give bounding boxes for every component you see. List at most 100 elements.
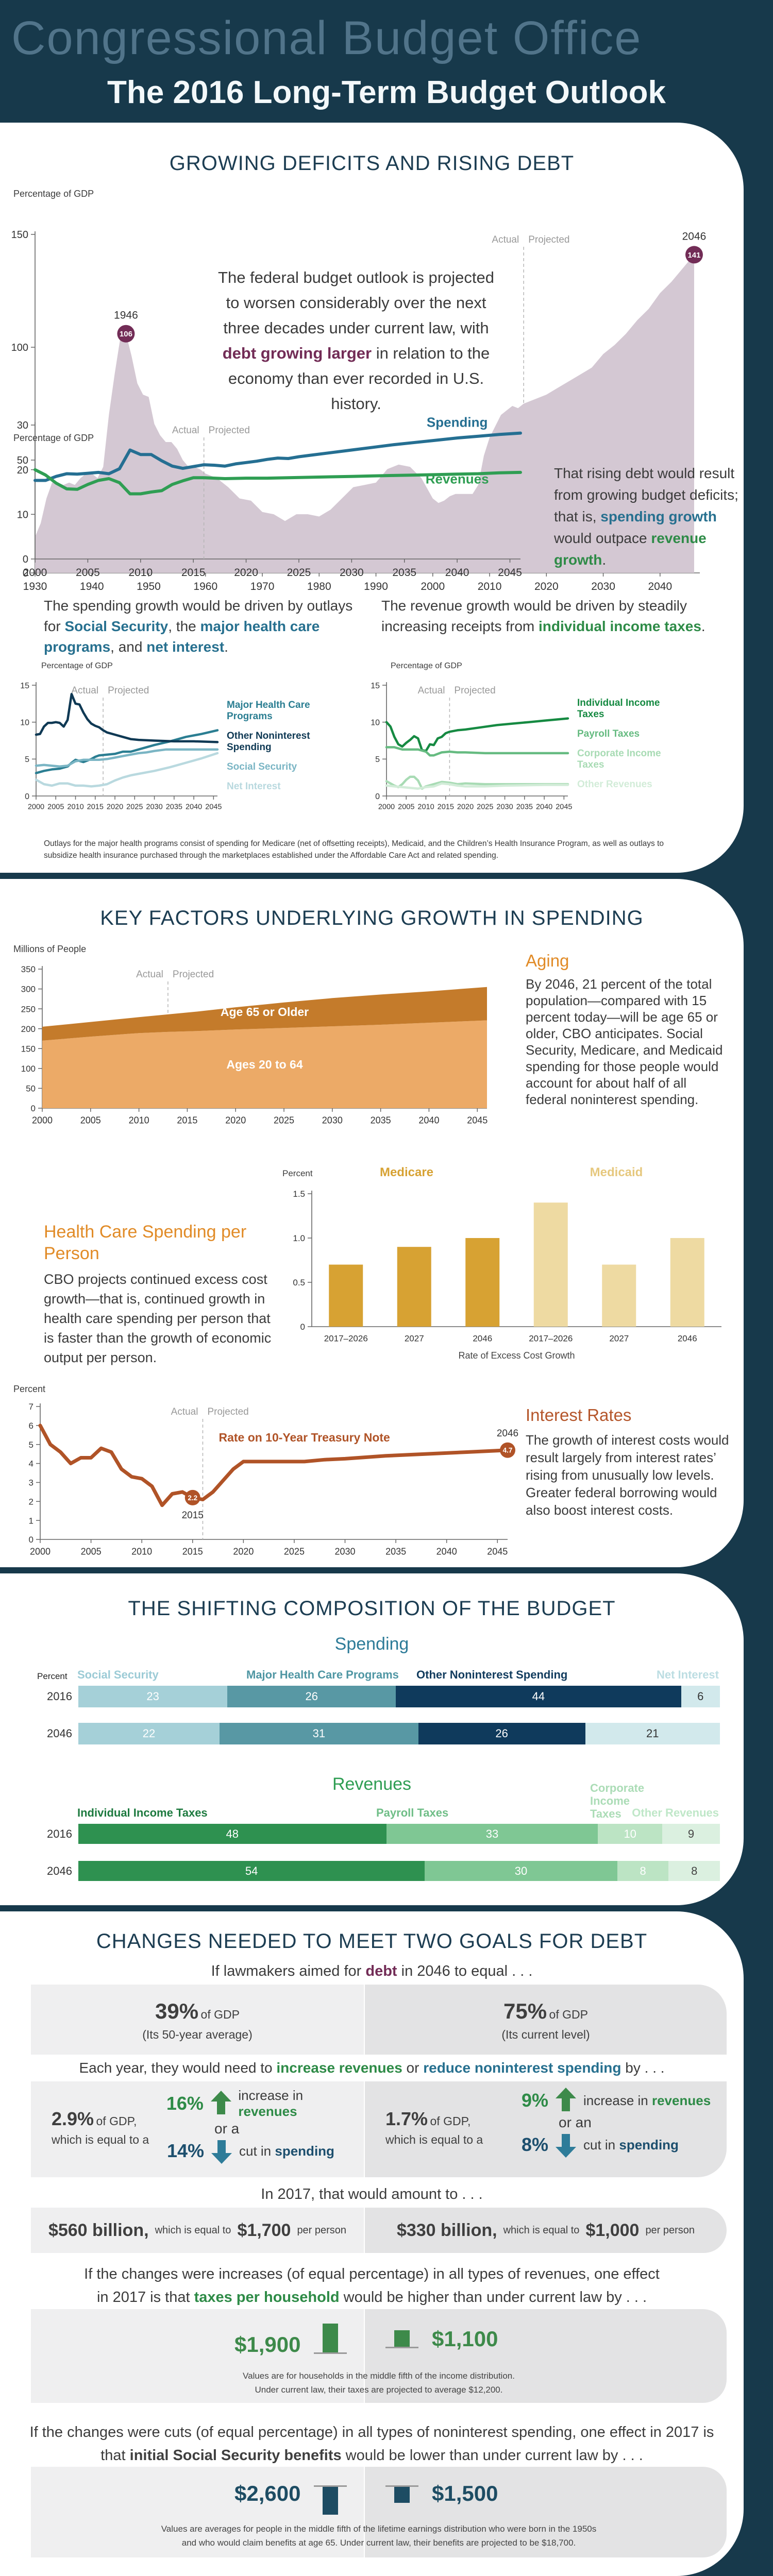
svg-text:0: 0 (23, 568, 28, 579)
svg-text:1940: 1940 (80, 581, 104, 592)
opt-b-or: or an (559, 2114, 592, 2130)
aging-heading: Aging (526, 951, 569, 970)
svg-text:1: 1 (29, 1516, 33, 1526)
hdr-payroll: Payroll Taxes (376, 1806, 449, 1819)
svg-text:2035: 2035 (516, 803, 533, 811)
svg-text:2005: 2005 (81, 1547, 102, 1557)
section-growing-deficits: GROWING DEFICITS AND RISING DEBT Percent… (0, 123, 744, 873)
svg-text:2025: 2025 (287, 567, 311, 579)
svg-text:2020: 2020 (534, 581, 559, 592)
svg-text:2015: 2015 (177, 1115, 197, 1126)
svg-text:2030: 2030 (334, 1547, 355, 1557)
svg-text:2017–2026: 2017–2026 (324, 1334, 368, 1344)
svg-text:2045: 2045 (498, 567, 522, 579)
svg-text:2010: 2010 (131, 1547, 152, 1557)
excess-chart-ylabel: Percent (282, 1168, 313, 1178)
health-programs-footnote: Outlays for the major health programs co… (44, 839, 664, 860)
opt-b-increase: 9% increase in revenues (509, 2088, 711, 2113)
svg-text:2000: 2000 (421, 581, 445, 592)
bar-segment: 10 (598, 1824, 662, 1844)
bar-baseline (385, 2347, 418, 2348)
svg-text:0: 0 (25, 792, 29, 801)
treasury-rate-chart: 0 1 2 3 4 5 6 7 2000 2005 2010 2015 2020 2025 2030 2035… (29, 1402, 519, 1557)
spending-mix-percent-label: Percent (37, 1671, 68, 1681)
svg-text:2030: 2030 (496, 803, 513, 811)
svg-text:2: 2 (29, 1497, 33, 1506)
bar-segment: 23 (78, 1686, 228, 1707)
svg-text:1980: 1980 (307, 581, 331, 592)
svg-text:2040: 2040 (436, 1547, 457, 1557)
svg-text:2000: 2000 (28, 803, 44, 811)
hdr-net-interest: Net Interest (656, 1668, 719, 1681)
benefit-bar-large (323, 2487, 339, 2515)
svg-text:350: 350 (21, 964, 36, 974)
bar-segment: 9 (662, 1824, 720, 1844)
svg-text:50: 50 (17, 455, 28, 466)
svg-text:4: 4 (29, 1459, 33, 1469)
up-arrow-icon (556, 2088, 576, 2113)
hdr-corporate: Corporate Income Taxes (590, 1782, 645, 1820)
svg-text:2040: 2040 (536, 803, 552, 811)
svg-text:0: 0 (23, 554, 28, 565)
svg-text:2010: 2010 (417, 803, 434, 811)
svg-text:5: 5 (375, 755, 380, 764)
svg-text:1930: 1930 (23, 581, 47, 592)
taxes-intro-line2: in 2017 is that taxes per household woul… (96, 2289, 647, 2306)
bar-segment: 33 (386, 1824, 598, 1844)
svg-text:2045: 2045 (205, 803, 222, 811)
svg-text:Actual: Actual (172, 425, 199, 436)
bar-segment: 44 (396, 1686, 681, 1707)
bar-segment: 54 (78, 1861, 425, 1881)
svg-text:1970: 1970 (250, 581, 275, 592)
svg-text:2000: 2000 (32, 1115, 53, 1126)
benefits-intro-line1: If the changes were cuts (of equal perce… (29, 2424, 714, 2441)
svg-text:2.2: 2.2 (188, 1494, 197, 1502)
svg-text:2045: 2045 (556, 803, 572, 811)
svg-text:2025: 2025 (284, 1547, 305, 1557)
svg-text:1950: 1950 (137, 581, 161, 592)
svg-text:2020: 2020 (233, 1547, 254, 1557)
svg-text:7: 7 (29, 1402, 33, 1412)
svg-text:2040: 2040 (445, 567, 469, 579)
svg-text:0.5: 0.5 (293, 1278, 305, 1287)
svg-text:2035: 2035 (392, 567, 416, 579)
spending-components-chart: 0 5 10 15 2000 2005 2010 2015 2020 2025 2030 2035 20… (20, 682, 222, 811)
excess-cost-growth-chart: 0 0.5 1.0 1.5 2017–2026 2027 2046 2017–2026 2027… (293, 1189, 721, 1361)
section4-title: CHANGES NEEDED TO MEET TWO GOALS FOR DEB… (96, 1930, 648, 1953)
debt-chart-ylabel: Percentage of GDP (13, 189, 94, 199)
section-composition: THE SHIFTING COMPOSITION OF THE BUDGET S… (0, 1573, 744, 1905)
svg-text:2030: 2030 (146, 803, 162, 811)
goal-75-unit: of GDP (549, 2008, 588, 2021)
svg-text:141: 141 (687, 251, 700, 260)
page-title: The 2016 Long-Term Budget Outlook (107, 75, 666, 110)
revenue-components-legend: Individual Income Taxes Payroll Taxes Corp… (577, 698, 661, 790)
amount-box-330: $330 billion, which is equal to $1,000 p… (365, 2208, 727, 2253)
svg-text:2040: 2040 (418, 1115, 439, 1126)
svg-text:30: 30 (17, 420, 28, 431)
svg-text:Actual: Actual (136, 969, 163, 980)
svg-text:2030: 2030 (322, 1115, 343, 1126)
svg-text:2005: 2005 (80, 1115, 101, 1126)
opt-a-unit: of GDP, (96, 2114, 137, 2128)
svg-text:2027: 2027 (405, 1334, 424, 1344)
opt-b-sub: which is equal to a (385, 2133, 483, 2146)
svg-text:5: 5 (25, 755, 29, 764)
medicare-group-label: Medicare (379, 1165, 434, 1179)
bar-baseline (385, 2485, 418, 2487)
medicaid-group-label: Medicaid (590, 1165, 643, 1179)
svg-text:0: 0 (31, 1104, 36, 1113)
in-2017-note: In 2017, that would amount to . . . (261, 2186, 483, 2202)
svg-text:Rate of Excess Cost Growth: Rate of Excess Cost Growth (458, 1350, 575, 1361)
svg-text:15: 15 (371, 682, 380, 690)
svg-text:2025: 2025 (477, 803, 493, 811)
svg-text:0: 0 (29, 1535, 33, 1545)
spending-components-legend: Major Health Care Programs Other Noninter… (227, 700, 310, 792)
spending-mix-title: Spending (334, 1634, 409, 1654)
option-box-b: 1.7% of GDP, which is equal to a 9% incr… (365, 2081, 727, 2177)
svg-text:1.5: 1.5 (293, 1189, 305, 1199)
benefit-bar-small (394, 2487, 410, 2503)
bar-segment: 6 (681, 1686, 720, 1707)
bar-segment: 8 (617, 1861, 669, 1881)
